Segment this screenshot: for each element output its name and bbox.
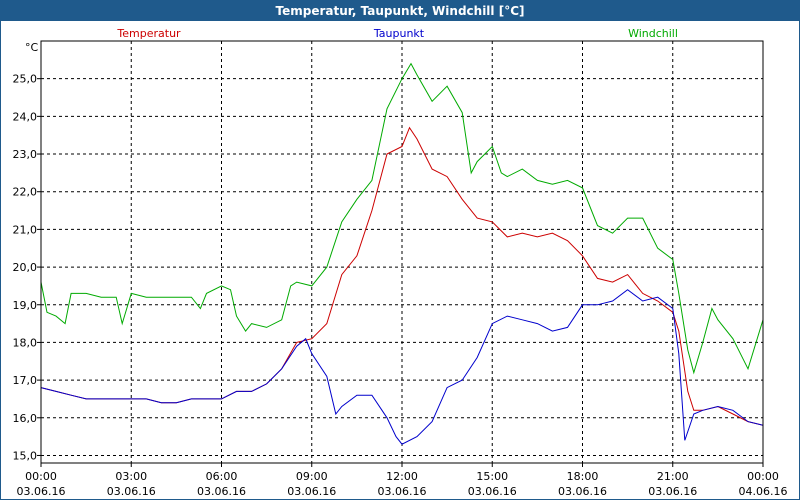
- y-tick-label: 21,0: [13, 223, 38, 236]
- x-tick-time-label: 03:00: [115, 470, 147, 483]
- x-tick-date-label: 03.06.16: [378, 485, 427, 498]
- x-tick-date-label: 03.06.16: [17, 485, 66, 498]
- y-tick-label: 16,0: [13, 412, 38, 425]
- x-tick-time-label: 09:00: [296, 470, 328, 483]
- y-tick-label: 18,0: [13, 336, 38, 349]
- legend-entry-taupunkt: Taupunkt: [373, 27, 425, 40]
- x-tick-time-label: 15:00: [476, 470, 508, 483]
- x-tick-date-label: 04.06.16: [739, 485, 788, 498]
- x-tick-date-label: 03.06.16: [107, 485, 156, 498]
- chart-title: Temperatur, Taupunkt, Windchill [°C]: [1, 1, 799, 21]
- x-tick-date-label: 03.06.16: [558, 485, 607, 498]
- legend: Temperatur Taupunkt Windchill: [116, 27, 678, 40]
- x-tick-time-label: 00:00: [747, 470, 779, 483]
- series-layer: [40, 62, 764, 445]
- y-tick-label: 25,0: [13, 73, 38, 86]
- x-tick-date-label: 03.06.16: [197, 485, 246, 498]
- x-tick-time-label: 12:00: [386, 470, 418, 483]
- x-tick-time-label: 06:00: [206, 470, 238, 483]
- y-tick-label: 19,0: [13, 299, 38, 312]
- y-tick-label: 22,0: [13, 186, 38, 199]
- x-tick-date-label: 03.06.16: [468, 485, 517, 498]
- y-tick-label: 23,0: [13, 148, 38, 161]
- y-tick-label: 24,0: [13, 110, 38, 123]
- y-tick-label: 20,0: [13, 261, 38, 274]
- x-tick-time-label: 00:00: [25, 470, 57, 483]
- series-line-taupunkt: [40, 289, 764, 445]
- legend-entry-temperatur: Temperatur: [116, 27, 181, 40]
- x-tick-time-label: 21:00: [657, 470, 689, 483]
- x-tick-date-label: 03.06.16: [648, 485, 697, 498]
- y-tick-label: 15,0: [13, 449, 38, 462]
- x-tick-time-label: 18:00: [567, 470, 599, 483]
- y-axis-label: °C: [25, 41, 39, 54]
- legend-entry-windchill: Windchill: [628, 27, 678, 40]
- axis-ticks: 15,0 16,0 17,0 18,0 19,0 20,0 21,0 22,0 23,0 24,0…: [13, 73, 788, 498]
- x-tick-date-label: 03.06.16: [287, 485, 336, 498]
- series-line-windchill: [40, 62, 764, 375]
- y-tick-label: 17,0: [13, 374, 38, 387]
